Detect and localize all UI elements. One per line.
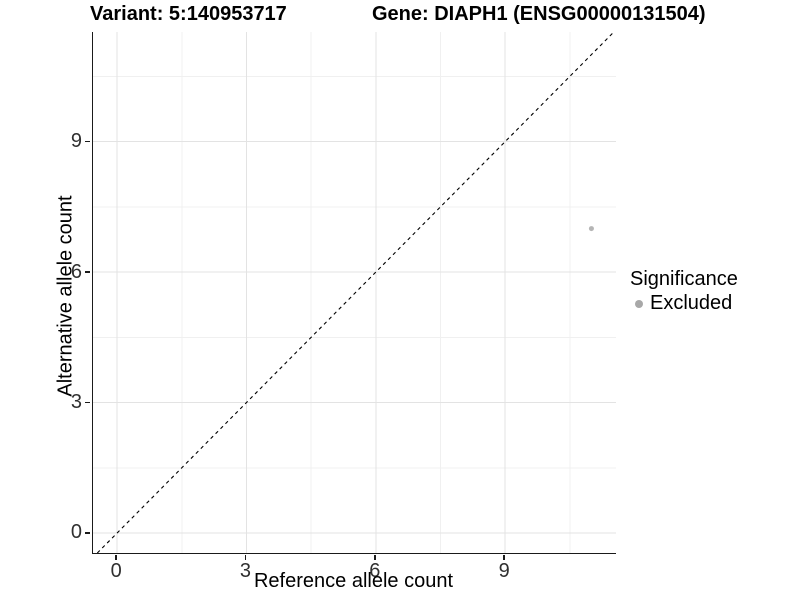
legend-item-label: Excluded: [650, 292, 733, 314]
legend-key-point-icon: [635, 299, 643, 308]
x-tick-label: 0: [110, 560, 122, 582]
gene-title: Gene: DIAPH1 (ENSG00000131504): [372, 3, 706, 25]
y-tick-mark: [85, 271, 90, 273]
variant-title: Variant: 5:140953717: [90, 3, 287, 25]
x-axis-title: Reference allele count: [253, 570, 453, 592]
x-tick-mark: [115, 555, 117, 560]
identity-line: [96, 32, 615, 553]
x-tick-label: 6: [369, 560, 381, 582]
y-tick-mark: [85, 401, 90, 404]
y-tick-label: 6: [70, 260, 82, 283]
x-tick-mark: [503, 555, 505, 560]
y-tick-label: 3: [70, 391, 82, 414]
x-tick-mark: [244, 555, 247, 560]
plot-panel: [92, 32, 616, 554]
legend-item-excluded: Excluded: [630, 292, 738, 315]
x-tick-label: 9: [498, 560, 510, 582]
y-axis-title: Alternative allele count: [54, 195, 77, 397]
x-tick-label: 3: [239, 560, 252, 582]
y-tick-mark: [85, 140, 90, 143]
y-tick-label: 9: [70, 130, 82, 153]
x-tick-mark: [374, 555, 376, 560]
plot-canvas: [93, 32, 616, 553]
y-tick-label: 0: [70, 521, 82, 544]
legend-title: Significance: [630, 268, 738, 290]
y-tick-mark: [85, 532, 90, 534]
data-point: [588, 226, 594, 232]
legend: Significance Excluded: [630, 268, 738, 315]
